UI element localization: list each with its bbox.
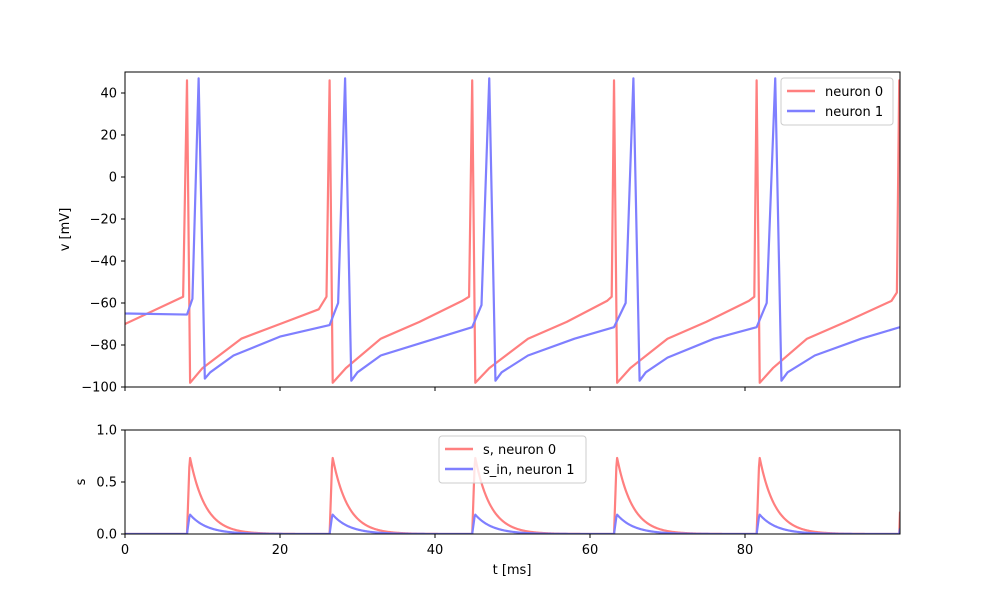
- voltage-y-tick-label: 20: [100, 129, 117, 144]
- synapse-x-tick-label: 60: [582, 543, 599, 558]
- synapse-y-tick-label: 0.5: [96, 476, 117, 491]
- voltage-y-ticks: 40 20 0 −20 −40 −60 −80 −100: [81, 87, 125, 396]
- synapse-x-ticks: 0 20 40 60 80: [121, 534, 753, 558]
- time-x-axis-label: t [ms]: [493, 563, 532, 578]
- synapse-legend: s, neuron 0 s_in, neuron 1: [438, 435, 587, 484]
- voltage-y-tick-label: −60: [90, 297, 117, 312]
- voltage-series-1: [125, 77, 900, 382]
- synapse-x-tick-label: 40: [427, 543, 444, 558]
- voltage-y-axis-label: v [mV]: [58, 208, 73, 252]
- legend-label-s-in-neuron-1: s_in, neuron 1: [483, 463, 575, 478]
- legend-label-neuron-1: neuron 1: [825, 105, 883, 120]
- synapse-legend-box: [438, 435, 587, 484]
- voltage-y-tick-label: 40: [100, 87, 117, 102]
- voltage-panel: 40 20 0 −20 −40 −60 −80 −100 v [mV] neuron 0 ne…: [58, 71, 901, 396]
- voltage-axes-frame: [124, 71, 901, 388]
- voltage-y-tick-label: −40: [90, 255, 117, 270]
- synapse-x-tick-label: 80: [737, 543, 754, 558]
- legend-label-neuron-0: neuron 0: [825, 85, 883, 100]
- voltage-legend: neuron 0 neuron 1: [780, 77, 894, 126]
- voltage-x-ticks: [124, 387, 746, 391]
- synapse-y-ticks: 1.0 0.5 0.0: [96, 424, 125, 543]
- legend-label-s-neuron-0: s, neuron 0: [483, 443, 556, 458]
- synapse-x-tick-label: 20: [272, 543, 289, 558]
- synapse-y-tick-label: 0.0: [96, 528, 117, 543]
- synapse-y-tick-label: 1.0: [96, 424, 117, 439]
- voltage-plot-area: [125, 77, 900, 384]
- synapse-x-tick-label: 0: [121, 543, 129, 558]
- voltage-y-tick-label: 0: [109, 171, 117, 186]
- synapse-y-axis-label: s: [74, 478, 89, 485]
- voltage-y-tick-label: −100: [81, 381, 117, 396]
- synapse-panel: 1.0 0.5 0.0 0 20 40 60 80 s t [ms] s, neuron 0…: [74, 424, 901, 578]
- voltage-y-tick-label: −80: [90, 339, 117, 354]
- voltage-series-0: [125, 79, 900, 384]
- voltage-y-tick-label: −20: [90, 213, 117, 228]
